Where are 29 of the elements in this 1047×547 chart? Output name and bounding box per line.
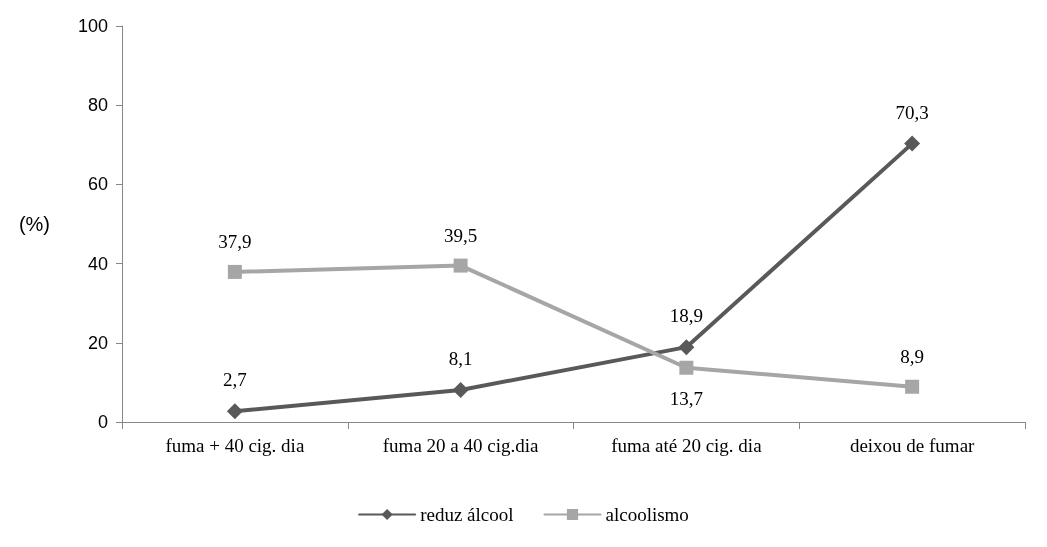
- point: [679, 360, 694, 375]
- point: [904, 135, 921, 152]
- y-tick-label: 0: [97, 412, 108, 432]
- point: [905, 379, 920, 394]
- data-label: 8,1: [448, 347, 473, 369]
- x-tick-label: fuma 20 a 40 cig.dia: [382, 435, 540, 456]
- data-label: 13,7: [669, 387, 703, 409]
- legend-label: reduz álcool: [420, 504, 514, 525]
- data-label: 70,3: [895, 101, 929, 123]
- y-tick-label: 40: [87, 253, 108, 274]
- point: [678, 339, 695, 356]
- data-label: 8,9: [900, 345, 924, 367]
- data-label: 2,7: [223, 369, 247, 391]
- point: [226, 403, 243, 420]
- y-tick-label: 80: [87, 95, 108, 116]
- x-tick-label: deixou de fumar: [849, 435, 976, 456]
- point: [227, 264, 242, 279]
- y-axis-title: (%): [18, 213, 50, 235]
- x-tick-label: fuma + 40 cig. dia: [165, 435, 305, 456]
- point: [452, 381, 469, 398]
- x-tick-label: fuma até 20 cig. dia: [611, 435, 763, 456]
- y-tick-label: 100: [77, 16, 108, 36]
- y-tick-label: 60: [87, 174, 108, 195]
- data-label: 37,9: [218, 230, 252, 252]
- y-tick-label: 20: [87, 332, 108, 353]
- data-label: 39,5: [444, 224, 478, 246]
- data-label: 18,9: [669, 305, 703, 327]
- legend-label: alcoolismo: [605, 504, 689, 525]
- point: [453, 258, 468, 273]
